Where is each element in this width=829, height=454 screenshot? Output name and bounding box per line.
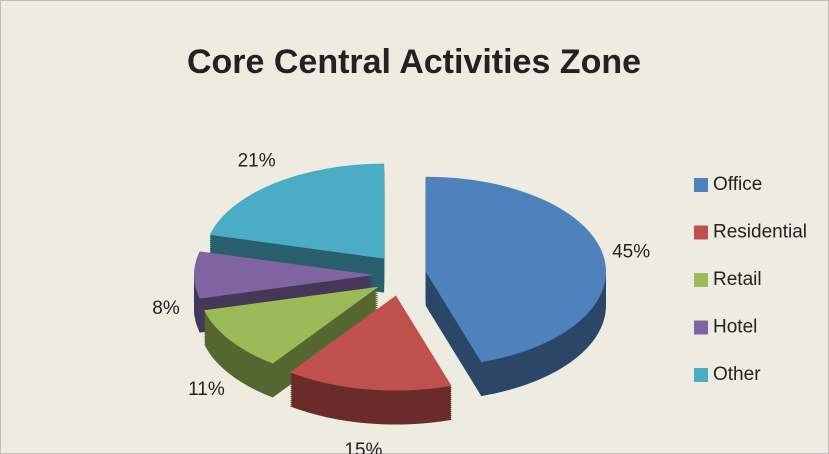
- slice-top: [194, 251, 374, 299]
- legend-label: Hotel: [713, 317, 757, 338]
- data-label: 8%: [152, 298, 180, 319]
- pie-slice: [425, 176, 606, 397]
- legend-label: Retail: [713, 269, 762, 290]
- legend-label: Other: [713, 364, 761, 385]
- legend-swatch: [694, 178, 708, 192]
- legend-label: Office: [713, 174, 762, 195]
- legend-swatch: [694, 225, 708, 240]
- slice-top: [425, 176, 606, 363]
- legend-label: Residential: [713, 222, 807, 243]
- legend-swatch: [694, 273, 708, 287]
- pie-slice: [204, 286, 379, 398]
- chart-title: Core Central Activities Zone: [187, 43, 641, 81]
- data-label: 11%: [188, 379, 225, 400]
- legend-swatch: [694, 320, 708, 335]
- data-label: 21%: [238, 150, 276, 171]
- slice-top: [290, 295, 452, 391]
- legend-swatch: [694, 368, 708, 382]
- slice-top: [204, 286, 379, 364]
- data-label: 45%: [612, 242, 650, 263]
- data-label: 15%: [344, 440, 382, 454]
- slice-top: [209, 163, 385, 259]
- pie-slice: [290, 295, 452, 425]
